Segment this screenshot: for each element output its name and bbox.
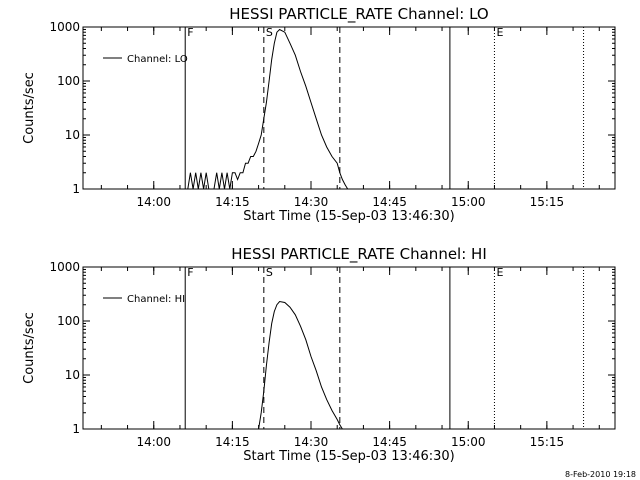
y-tick-label: 1 bbox=[72, 182, 80, 196]
y-tick-label: 1 bbox=[72, 422, 80, 436]
chart-panel-1: HESSI PARTICLE_RATE Channel: LO 1 10 100 100… bbox=[22, 5, 616, 224]
legend-label: Channel: HI bbox=[127, 294, 185, 305]
x-tick-label: 15:15 bbox=[530, 435, 565, 449]
marker-label: E bbox=[496, 26, 503, 39]
x-tick-label: 14:00 bbox=[136, 195, 171, 209]
x-tick-label: 15:00 bbox=[451, 435, 486, 449]
marker-label: F bbox=[187, 26, 193, 39]
y-tick-label: 100 bbox=[57, 314, 80, 328]
series-line bbox=[187, 28, 349, 190]
footer-timestamp: 8-Feb-2010 19:18 bbox=[565, 470, 636, 479]
marker-label: S bbox=[266, 26, 273, 39]
x-tick-label: 15:15 bbox=[530, 195, 565, 209]
marker-label: S bbox=[266, 266, 273, 279]
chart-title: HESSI PARTICLE_RATE Channel: LO bbox=[229, 5, 488, 24]
y-tick-label: 100 bbox=[57, 74, 80, 88]
legend-label: Channel: LO bbox=[127, 54, 188, 65]
x-axis-label: Start Time (15-Sep-03 13:46:30) bbox=[243, 209, 454, 224]
y-tick-label: 10 bbox=[65, 368, 80, 382]
series-line bbox=[258, 300, 343, 430]
plot-frame bbox=[82, 26, 616, 190]
chart-panel-2: HESSI PARTICLE_RATE Channel: HI 1 10 100 100… bbox=[22, 245, 616, 464]
x-axis-label: Start Time (15-Sep-03 13:46:30) bbox=[243, 449, 454, 464]
marker-label: E bbox=[496, 266, 503, 279]
marker-label: F bbox=[187, 266, 193, 279]
x-tick-label: 14:45 bbox=[372, 195, 407, 209]
y-tick-label: 1000 bbox=[49, 20, 80, 34]
y-axis-label: Counts/sec bbox=[22, 312, 37, 384]
chart-title: HESSI PARTICLE_RATE Channel: HI bbox=[231, 245, 487, 264]
y-axis-label: Counts/sec bbox=[22, 72, 37, 144]
x-tick-label: 14:30 bbox=[294, 435, 329, 449]
x-tick-label: 14:30 bbox=[294, 195, 329, 209]
y-tick-label: 10 bbox=[65, 128, 80, 142]
x-tick-label: 14:00 bbox=[136, 435, 171, 449]
x-tick-label: 14:15 bbox=[215, 195, 250, 209]
x-tick-label: 14:15 bbox=[215, 435, 250, 449]
plot-frame bbox=[82, 266, 616, 430]
x-tick-label: 15:00 bbox=[451, 195, 486, 209]
y-tick-label: 1000 bbox=[49, 260, 80, 274]
x-tick-label: 14:45 bbox=[372, 435, 407, 449]
